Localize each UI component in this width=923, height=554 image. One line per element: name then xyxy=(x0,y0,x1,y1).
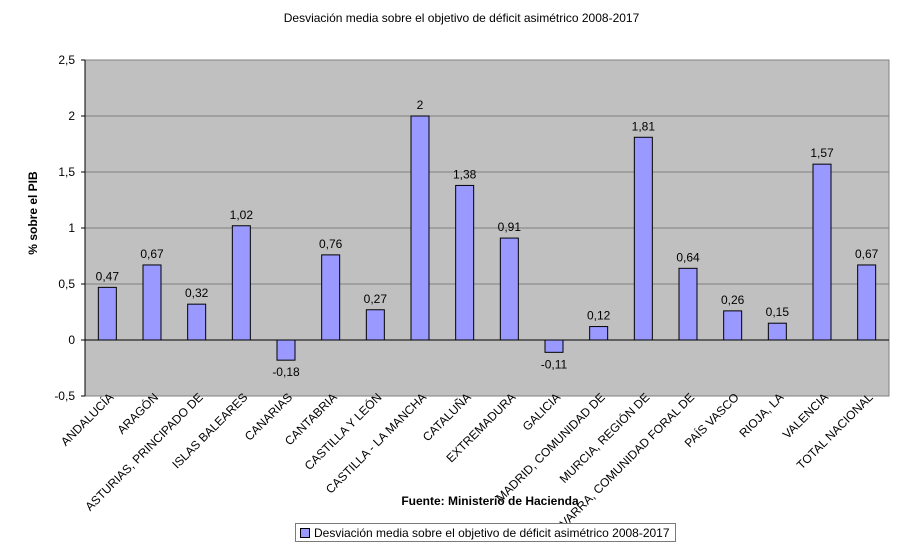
data-label: 0,67 xyxy=(855,247,879,261)
bar xyxy=(499,237,519,341)
data-label: 0,12 xyxy=(587,309,611,323)
y-tick-label: -0,5 xyxy=(54,389,75,403)
y-tick-label: 2,5 xyxy=(58,53,75,67)
bar xyxy=(231,225,251,341)
data-label: 0,26 xyxy=(721,293,745,307)
x-tick-label: ARAGÓN xyxy=(114,390,161,437)
y-tick-label: 1,5 xyxy=(58,165,75,179)
bar xyxy=(410,115,430,341)
data-label: 2 xyxy=(417,98,424,112)
y-tick-label: 0 xyxy=(68,333,75,347)
bar xyxy=(678,267,698,341)
data-label: 0,47 xyxy=(96,269,120,283)
x-tick-label: MURCIA, REGIÓN DE xyxy=(556,390,652,486)
bar xyxy=(544,339,564,353)
y-tick-label: 1 xyxy=(68,221,75,235)
legend-swatch xyxy=(300,527,310,538)
legend: Desviación media sobre el objetivo de dé… xyxy=(295,523,676,542)
data-label: 0,64 xyxy=(676,250,700,264)
x-tick-label: ISLAS BALEARES xyxy=(169,390,250,471)
data-label: 0,15 xyxy=(766,305,790,319)
bar xyxy=(321,254,341,341)
bar xyxy=(857,264,877,341)
data-label: 1,38 xyxy=(453,167,477,181)
bar xyxy=(589,326,609,341)
x-axis-label: Fuente: Ministerio de Hacienda xyxy=(401,494,579,508)
y-tick-label: 0,5 xyxy=(58,277,75,291)
y-axis-label: % sobre el PIB xyxy=(26,171,40,255)
bar xyxy=(97,286,117,341)
bar xyxy=(767,322,787,341)
bar xyxy=(187,303,207,341)
bar xyxy=(633,136,653,341)
y-tick-label: 2 xyxy=(68,109,75,123)
data-label: 0,27 xyxy=(364,292,388,306)
data-label: 1,02 xyxy=(230,208,254,222)
data-label: 0,76 xyxy=(319,237,343,251)
bar xyxy=(276,339,296,361)
data-label: 1,57 xyxy=(810,146,834,160)
data-label: 0,67 xyxy=(140,247,164,261)
bar xyxy=(142,264,162,341)
data-label: -0,11 xyxy=(541,357,568,371)
x-tick-label: RIOJA, LA xyxy=(736,390,786,440)
x-tick-label: GALICIA xyxy=(520,390,563,433)
data-label: -0,18 xyxy=(272,365,300,379)
bar xyxy=(723,310,743,341)
chart-title: Desviación media sobre el objetivo de dé… xyxy=(283,11,640,25)
bar xyxy=(365,309,385,341)
data-label: 0,91 xyxy=(498,220,522,234)
legend-label: Desviación media sobre el objetivo de dé… xyxy=(314,525,670,540)
data-label: 1,81 xyxy=(632,119,656,133)
bar xyxy=(812,163,832,341)
data-label: 0,32 xyxy=(185,286,209,300)
x-tick-label: CASTILLA Y LEÓN xyxy=(301,390,384,473)
x-tick-label: TOTAL NACIONAL xyxy=(794,390,876,472)
bar xyxy=(455,184,475,341)
